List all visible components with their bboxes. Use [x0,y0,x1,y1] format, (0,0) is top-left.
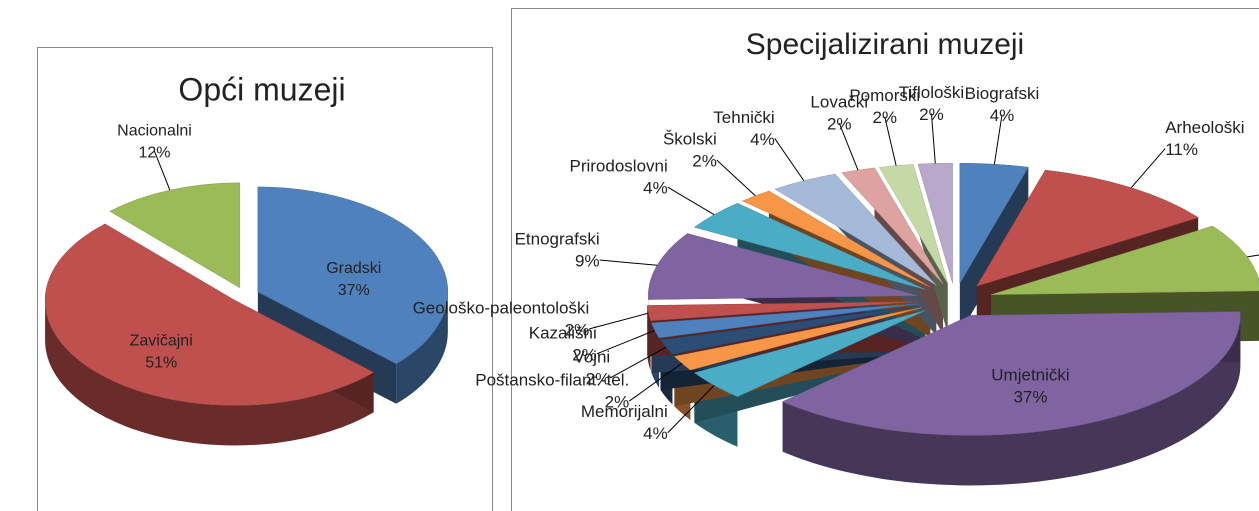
slice-label: Kazališni [529,323,597,342]
slice-value: 12% [138,145,170,162]
slice-value: 2% [692,152,717,171]
pie-slice [693,202,926,290]
pie-slice [109,182,241,289]
pie-slice [673,307,922,371]
pie-slice [781,311,1241,436]
leader-line [154,151,171,191]
slice-value: 9% [575,252,600,271]
slice-value: 4% [643,424,668,443]
slice-value: 4% [643,179,668,198]
slice-label: Etnografski [515,230,600,249]
pie-tops [44,182,449,406]
chart-title: Opći muzeji [178,71,345,107]
slice-value: 51% [145,355,177,372]
pie-slice [648,233,919,300]
slice-label: Zavičajni [130,333,193,350]
slice-label: Poštansko-filant.-tel. [475,371,629,390]
slice-value: 11% [1165,140,1198,159]
slice-label: Tehnički [713,108,774,127]
slice-label: Nacionalni [117,123,192,140]
pie-slice [647,301,918,322]
slice-value: 37% [338,282,370,299]
slice-value: 2% [605,393,630,412]
leader-line [596,329,655,355]
slice-label: Lovački [810,93,868,112]
pie-slice [44,223,375,406]
slice-label: Školski [663,130,717,149]
leader-line [838,122,859,171]
slice-label: Memorijalni [581,402,668,421]
leader-line [609,346,667,379]
pie-tops [647,162,1259,436]
pie-slice [693,310,926,398]
leader-line [667,186,715,216]
pie-slice [774,173,937,286]
leader-line [774,138,805,182]
slice-value: 4% [750,130,775,149]
slice-label: Biografski [965,84,1040,103]
pie-slice [651,303,918,339]
slice-label: Umjetnički [991,365,1069,384]
slice-value: 2% [919,105,944,124]
slice-label: Geološko-paleontološki [413,298,590,317]
slice-value: 4% [990,106,1015,125]
pie-side [396,291,448,404]
leader-line [599,259,658,266]
slice-value: 2% [872,108,897,127]
leader-line [716,159,756,197]
leader-line [628,362,683,402]
pie-slice [878,164,948,284]
slice-label: Arheološki [1165,118,1244,137]
pie-slice [257,186,449,365]
slice-value: 37% [1013,387,1047,406]
slice-value: 2% [572,345,597,364]
slice-label: Pomorski [849,86,920,105]
pie-slice [741,190,931,288]
pie-side [45,300,374,446]
slice-value: 2% [565,320,590,339]
leader-line [589,312,649,330]
slice-label: Gradski [326,260,381,277]
slice-value: 2% [586,369,611,388]
leader-line [1130,148,1166,189]
pie-side [782,315,1241,486]
pie-slice [917,162,953,284]
leader-line [1247,254,1259,258]
slice-label: Prirodoslovni [569,157,667,176]
leader-line [930,113,936,164]
chart-title: Specijalizirani muzeji [746,28,1024,61]
leader-line [993,114,1003,165]
leader-line [667,384,715,434]
leader-line [884,116,897,166]
pie-labels: Gradski 37% Zavičajni 51% Nacionalni 12% [117,123,381,372]
pie-slice [660,305,920,355]
slice-label: Tiflološki [899,83,965,102]
slice-value: 2% [827,115,852,134]
pie-labels: Biografski4%Arheološki11%Povijesni9%Umje… [413,83,1259,443]
